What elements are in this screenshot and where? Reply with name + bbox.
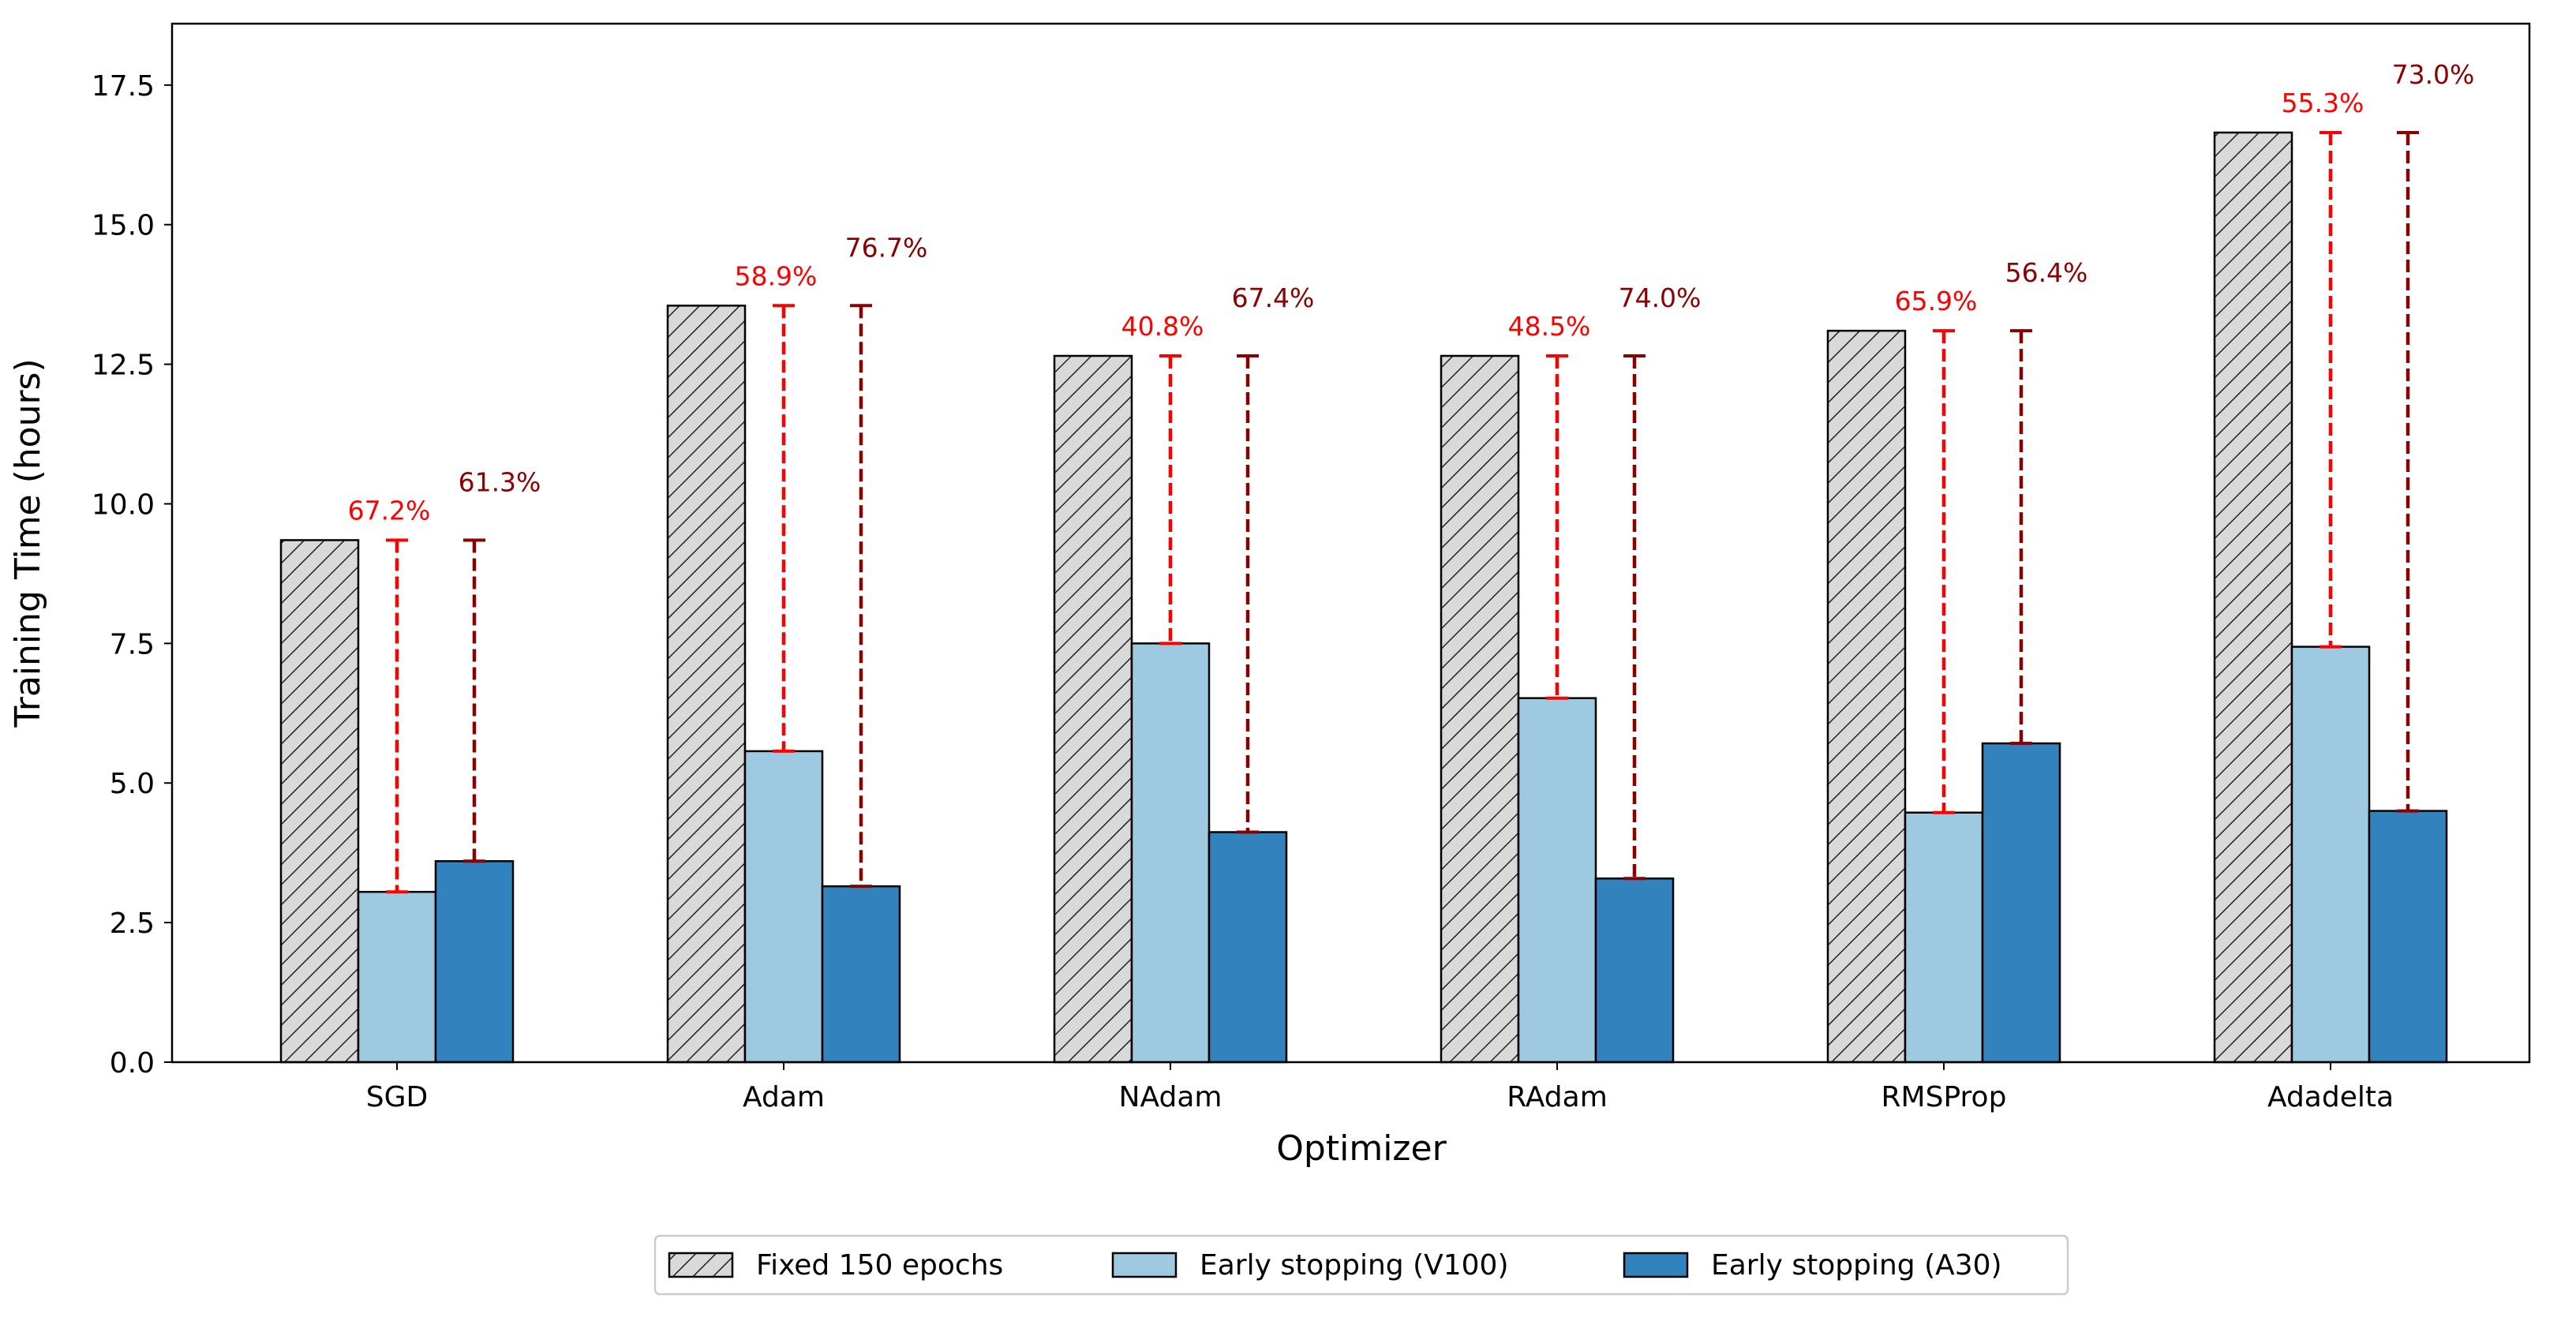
bar-adadelta-series-2: [2290, 646, 2371, 1064]
bar-rmsprop-series-2: [1904, 811, 1984, 1064]
bar-adam-series-1: [666, 305, 747, 1064]
y-tick-label: 2.5: [110, 907, 155, 940]
bar-adam-series-2: [743, 750, 824, 1064]
x-tick-label: SGD: [366, 1081, 428, 1113]
reduction-label-a30-adadelta: 73.0%: [2392, 59, 2475, 90]
reduction-label-a30-sgd: 61.3%: [459, 466, 541, 497]
legend-swatch-3: [1623, 1252, 1689, 1278]
reduction-label-v100-radam: 48.5%: [1508, 311, 1591, 342]
bar-adadelta-series-1: [2213, 131, 2293, 1064]
reduction-label-a30-nadam: 67.4%: [1232, 283, 1315, 313]
y-tick-label: 15.0: [92, 210, 155, 242]
x-tick-label: RMSProp: [1881, 1081, 2007, 1113]
bar-nadam-series-3: [1208, 831, 1288, 1064]
x-axis-title: Optimizer: [1276, 1128, 1447, 1169]
y-tick-label: 5.0: [110, 768, 155, 800]
bar-nadam-series-1: [1053, 354, 1133, 1064]
y-tick-label: 12.5: [92, 350, 155, 382]
bar-radam-series-2: [1517, 697, 1597, 1064]
bar-rmsprop-series-3: [1981, 742, 2061, 1064]
y-tick-label: 7.5: [110, 628, 155, 660]
legend: Fixed 150 epochs Early stopping (V100) Ear…: [653, 1234, 2069, 1296]
y-tick-label: 17.5: [92, 70, 155, 103]
plot-area: 67.2% 61.3% 58.9% 76.7% 40.8% 67.4% 48.5% 74.0%…: [170, 22, 2531, 1064]
y-axis-title: Training Time (hours): [8, 358, 48, 728]
bar-nadam-series-2: [1130, 642, 1211, 1064]
bar-radam-series-3: [1594, 877, 1675, 1064]
reduction-label-a30-rmsprop: 56.4%: [2005, 257, 2088, 288]
y-tick-label: 10.0: [92, 488, 155, 521]
x-tick-label: Adadelta: [2267, 1081, 2394, 1113]
reduction-label-a30-radam: 74.0%: [1619, 283, 1702, 313]
legend-swatch-1: [668, 1252, 734, 1278]
y-tick-label: 0.0: [110, 1047, 155, 1080]
reduction-label-v100-nadam: 40.8%: [1121, 311, 1204, 342]
bar-adam-series-3: [821, 885, 901, 1064]
x-axis: SGD Adam NAdam RAdam RMSProp Adadelta: [366, 1062, 2394, 1113]
reduction-label-v100-adadelta: 55.3%: [2282, 88, 2364, 118]
bar-radam-series-1: [1440, 354, 1520, 1064]
bar-sgd-series-1: [279, 539, 360, 1064]
x-tick-label: Adam: [743, 1081, 825, 1113]
bar-sgd-series-3: [434, 860, 515, 1064]
legend-label-3: Early stopping (A30): [1711, 1249, 2002, 1282]
bar-rmsprop-series-1: [1826, 329, 1907, 1064]
bar-sgd-series-2: [357, 890, 437, 1064]
x-tick-label: NAdam: [1119, 1081, 1222, 1113]
x-tick-label: RAdam: [1507, 1081, 1608, 1113]
plot-frame: [170, 22, 2531, 1064]
reduction-label-v100-sgd: 67.2%: [348, 495, 431, 526]
reduction-label-v100-rmsprop: 65.9%: [1895, 286, 1978, 316]
legend-label-2: Early stopping (V100): [1200, 1249, 1509, 1282]
reduction-label-v100-adam: 58.9%: [735, 260, 818, 291]
legend-swatch-2: [1111, 1252, 1178, 1278]
reduction-label-a30-adam: 76.7%: [845, 232, 928, 263]
bar-adadelta-series-3: [2368, 810, 2448, 1064]
y-axis: 0.0 2.5 5.0 7.5 10.0 12.5 15.0 17.5: [92, 70, 172, 1080]
legend-box: [653, 1234, 2069, 1296]
legend-label-1: Fixed 150 epochs: [756, 1249, 1003, 1282]
